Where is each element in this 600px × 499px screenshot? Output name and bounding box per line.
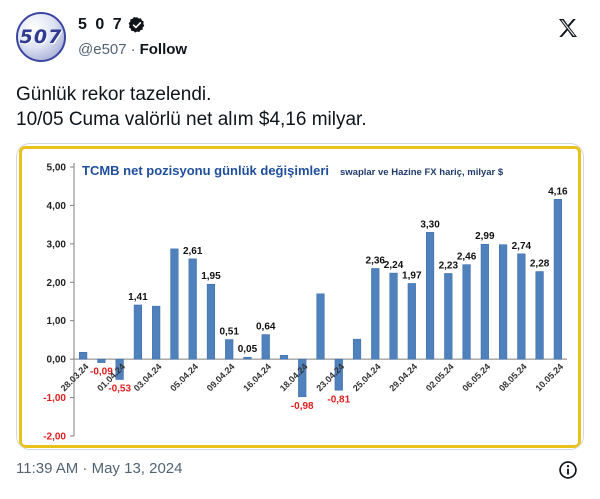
bar-6 (188, 258, 197, 360)
data-label: 1,97 (402, 270, 422, 281)
bar-22 (480, 243, 489, 360)
bar-19 (425, 232, 435, 360)
data-label: 1,41 (128, 292, 148, 303)
bar-25 (535, 271, 544, 360)
bar-0 (79, 351, 88, 360)
tweet-text-line-1: Günlük rekor tazelendi. (16, 84, 212, 105)
data-label: -0,98 (291, 401, 314, 412)
x-tick-label: 02.05.24 (424, 361, 456, 393)
bar-23 (499, 244, 508, 360)
bar-9 (243, 356, 252, 360)
data-label: 1,95 (201, 271, 221, 282)
tweet-text: Günlük rekor tazelendi. 10/05 Cuma valör… (16, 82, 584, 132)
bar-17 (389, 272, 398, 360)
data-label: 2,36 (366, 255, 386, 266)
bar-2 (115, 358, 124, 380)
bar-10 (261, 334, 270, 360)
bar-24 (517, 253, 526, 360)
bar-16 (371, 268, 380, 360)
x-tick-label: 25.04.24 (351, 361, 383, 393)
avatar-text: 507 (19, 26, 63, 48)
y-tick-label: 2,00 (47, 278, 67, 289)
follow-button[interactable]: Follow (139, 41, 188, 58)
data-label: 2,23 (439, 260, 459, 271)
author-name-row: 5 0 7 (78, 16, 146, 34)
tweet-media[interactable]: TCMB net pozisyonu günlük değişimleri swa… (16, 143, 584, 450)
bar-7 (206, 283, 216, 360)
y-tick-label: 4,00 (47, 201, 67, 212)
x-tick-label: 09.04.24 (205, 361, 237, 393)
bar-18 (407, 283, 416, 360)
author-display-name[interactable]: 5 0 7 (78, 16, 124, 33)
bar-3 (133, 304, 142, 360)
bar-1 (97, 358, 106, 363)
y-tick-label: 5,00 (47, 163, 67, 174)
data-label: 2,24 (384, 260, 404, 271)
info-icon[interactable] (558, 460, 578, 480)
data-label: 4,16 (548, 186, 568, 197)
bar-14 (334, 358, 343, 391)
separator-dot: · (130, 41, 136, 58)
data-label: 2,61 (183, 246, 203, 257)
data-label: 0,64 (256, 322, 276, 333)
bar-13 (316, 293, 325, 360)
x-tick-label: 29.04.24 (387, 361, 419, 393)
y-tick-label: 1,00 (47, 316, 67, 327)
x-logo-icon[interactable] (556, 16, 580, 40)
data-label: 0,05 (238, 344, 258, 355)
x-tick-label: 10.05.24 (533, 361, 565, 393)
x-tick-label: 06.05.24 (460, 361, 492, 393)
bar-21 (462, 264, 471, 360)
x-tick-label: 05.04.24 (168, 361, 200, 393)
tweet-header: 507 5 0 7 @e507 · Follow (16, 10, 584, 66)
bar-chart: TCMB net pozisyonu günlük değişimleri swa… (43, 163, 568, 443)
bar-12 (298, 358, 307, 398)
avatar[interactable]: 507 (16, 12, 66, 62)
x-tick-label: 03.04.24 (132, 361, 164, 393)
tweet-timestamp[interactable]: 11:39 AM · May 13, 2024 (16, 460, 183, 477)
bar-20 (444, 273, 453, 360)
data-label: -0,81 (327, 394, 350, 405)
x-tick-label: 28.03.24 (59, 361, 91, 393)
tweet-text-line-2: 10/05 Cuma valörlü net alım $4,16 milyar… (16, 109, 367, 130)
y-tick-label: -1,00 (43, 393, 66, 404)
data-label: 2,74 (512, 241, 532, 252)
bar-5 (170, 248, 179, 360)
chart-frame: TCMB net pozisyonu günlük değişimleri swa… (19, 146, 581, 448)
verified-badge-icon (128, 16, 144, 33)
data-label: 0,51 (219, 327, 239, 338)
chart-subtitle: swaplar ve Hazine FX hariç, milyar $ (340, 167, 504, 178)
author-handle[interactable]: @e507 (78, 41, 127, 58)
bar-11 (279, 355, 289, 360)
y-tick-label: 3,00 (47, 239, 67, 250)
tweet-footer: 11:39 AM · May 13, 2024 (16, 460, 584, 482)
data-label: 2,28 (530, 259, 550, 270)
data-label: 2,46 (457, 252, 477, 263)
chart-title: TCMB net pozisyonu günlük değişimleri (82, 163, 329, 178)
data-label: 3,30 (420, 219, 440, 230)
bar-4 (152, 305, 161, 360)
x-tick-label: 16.04.24 (241, 361, 273, 393)
y-tick-label: 0,00 (47, 355, 67, 366)
author-handle-row: @e507 · Follow (78, 41, 187, 58)
data-label: -0,53 (108, 384, 131, 395)
bar-8 (225, 339, 234, 360)
data-label: 2,99 (475, 231, 495, 242)
data-label: -0,09 (90, 367, 113, 378)
bar-26 (553, 199, 562, 360)
bar-15 (352, 338, 362, 360)
x-tick-label: 08.05.24 (497, 361, 529, 393)
y-tick-label: -2,00 (43, 432, 66, 443)
